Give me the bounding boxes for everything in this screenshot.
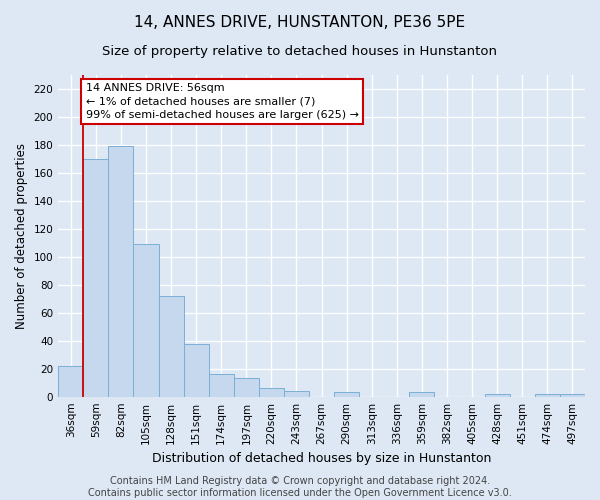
X-axis label: Distribution of detached houses by size in Hunstanton: Distribution of detached houses by size … [152, 452, 491, 465]
Bar [334, 392, 359, 396]
Text: Size of property relative to detached houses in Hunstanton: Size of property relative to detached ho… [103, 45, 497, 58]
Bar [535, 394, 560, 396]
Bar [409, 392, 434, 396]
Bar [158, 296, 184, 396]
Text: 14, ANNES DRIVE, HUNSTANTON, PE36 5PE: 14, ANNES DRIVE, HUNSTANTON, PE36 5PE [134, 15, 466, 30]
Bar [284, 391, 309, 396]
Bar [560, 394, 585, 396]
Bar [58, 366, 83, 396]
Text: 14 ANNES DRIVE: 56sqm
← 1% of detached houses are smaller (7)
99% of semi-detach: 14 ANNES DRIVE: 56sqm ← 1% of detached h… [86, 84, 359, 120]
Bar [109, 146, 133, 396]
Bar [133, 244, 158, 396]
Bar [184, 344, 209, 396]
Bar [83, 159, 109, 396]
Bar [209, 374, 234, 396]
Text: Contains HM Land Registry data © Crown copyright and database right 2024.
Contai: Contains HM Land Registry data © Crown c… [88, 476, 512, 498]
Bar [259, 388, 284, 396]
Y-axis label: Number of detached properties: Number of detached properties [15, 143, 28, 329]
Bar [485, 394, 510, 396]
Bar [234, 378, 259, 396]
